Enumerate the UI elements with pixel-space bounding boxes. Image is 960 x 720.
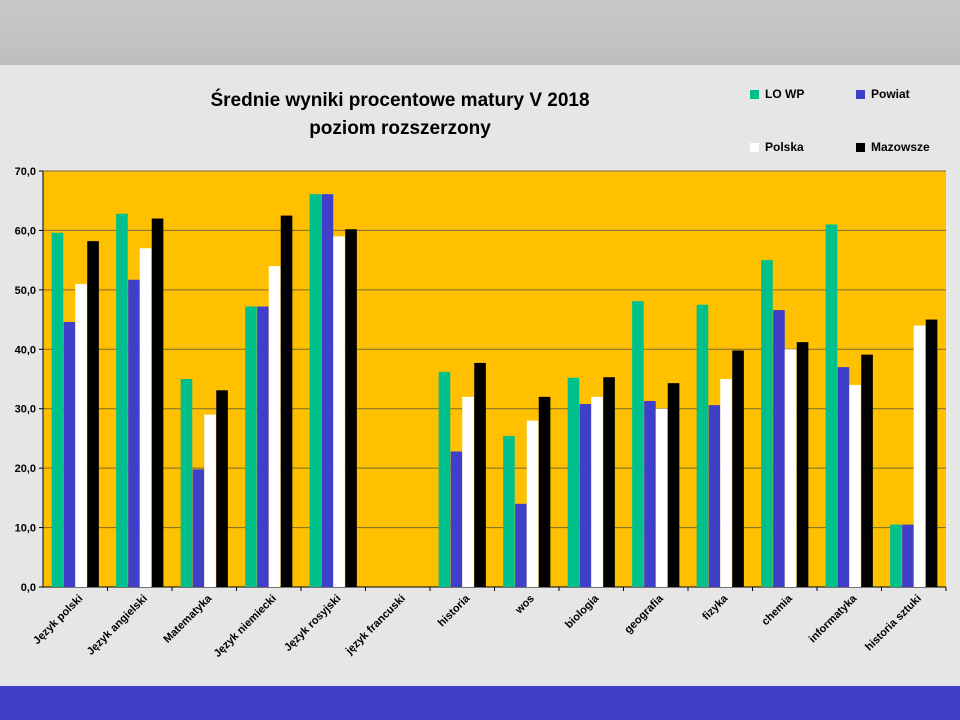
legend-swatch-powiat [856, 89, 865, 99]
bar-polska [204, 414, 216, 587]
plot-area [43, 171, 946, 587]
y-tick-label: 10,0 [15, 523, 36, 535]
bar-lo-wp [503, 436, 515, 587]
bar-lo-wp [309, 194, 322, 588]
legend-label-mazowsze: Mazowsze [871, 140, 930, 154]
bar-polska [913, 325, 926, 587]
bar-lo-wp [890, 524, 902, 587]
y-tick-label: 50,0 [15, 285, 36, 297]
bar-polska [655, 408, 668, 587]
bar-lo-wp [761, 260, 773, 587]
legend-item-powiat: Powiat [856, 87, 910, 101]
bar-powiat [450, 451, 463, 587]
bar-mazowsze [861, 354, 873, 587]
bar-mazowsze [151, 218, 164, 588]
legend-label-lo-wp: LO WP [765, 87, 805, 101]
bar-mazowsze [603, 377, 615, 587]
legend-swatch-polska [750, 142, 759, 152]
chart-subtitle: poziom rozszerzony [309, 118, 491, 139]
x-tick-label: fizyka [700, 592, 731, 623]
bar-mazowsze [280, 215, 293, 588]
bar-polska [849, 384, 861, 587]
legend-item-mazowsze: Mazowsze [856, 140, 930, 154]
bar-mazowsze [667, 383, 680, 587]
bar-mazowsze [925, 319, 938, 587]
bar-polska [268, 266, 281, 587]
x-tick-label: Język rosyjski [282, 593, 343, 654]
bar-mazowsze [345, 229, 357, 588]
bar-powiat [257, 306, 269, 587]
bar-powiat [321, 194, 334, 588]
x-tick-label: historia sztuki [863, 593, 924, 654]
bar-polska [526, 420, 539, 587]
bar-lo-wp [438, 371, 451, 587]
bar-mazowsze [732, 350, 744, 587]
slide-top-band [0, 0, 960, 65]
legend-label-polska: Polska [765, 140, 804, 154]
y-tick-label: 40,0 [15, 344, 36, 356]
bar-polska [784, 349, 797, 587]
x-tick-label: wos [513, 593, 537, 617]
x-tick-label: informatyka [807, 592, 860, 645]
y-tick-label: 0,0 [21, 582, 36, 594]
slide-bottom-band [0, 686, 960, 720]
legend-item-lo-wp: LO WP [750, 87, 804, 101]
bar-mazowsze [474, 362, 486, 587]
x-tick-label: historia [436, 592, 473, 629]
bar-powiat [837, 367, 850, 587]
bar-lo-wp [632, 301, 644, 587]
chart-title: Średnie wyniki procentowe matury V 2018 [210, 90, 590, 111]
legend-label-powiat: Powiat [871, 87, 910, 101]
x-tick-label: Język polski [31, 593, 85, 647]
bar-polska [139, 248, 152, 587]
bar-polska [720, 379, 732, 587]
legend-swatch-lo-wp [750, 89, 759, 99]
x-tick-label: język francuski [343, 593, 408, 658]
bar-polska [591, 396, 603, 587]
x-tick-label: Język angielski [85, 593, 150, 658]
bar-powiat [192, 469, 205, 587]
bar-mazowsze [538, 396, 551, 587]
bar-powiat [579, 403, 592, 587]
bar-powiat [128, 279, 140, 587]
legend-item-polska: Polska [750, 140, 804, 154]
bar-powiat [515, 503, 527, 587]
x-tick-label: Język niemiecki [212, 593, 279, 660]
bar-lo-wp [245, 306, 257, 587]
bar-powiat [773, 310, 785, 587]
bar-powiat [708, 405, 721, 587]
y-tick-label: 30,0 [15, 404, 36, 416]
x-tick-label: geografia [622, 592, 666, 636]
x-tick-label: Matematyka [161, 592, 215, 646]
bar-powiat [902, 524, 914, 587]
bar-powiat [644, 400, 656, 587]
y-tick-label: 20,0 [15, 463, 36, 475]
bar-powiat [63, 321, 76, 587]
x-tick-label: biologia [563, 592, 602, 631]
bar-mazowsze [796, 342, 809, 587]
y-tick-label: 70,0 [15, 166, 36, 178]
bar-polska [75, 283, 87, 587]
bar-lo-wp [567, 377, 580, 587]
y-tick-label: 60,0 [15, 225, 36, 237]
bar-lo-wp [180, 379, 193, 587]
x-tick-label: chemia [760, 592, 796, 628]
bar-lo-wp [696, 304, 709, 587]
bar-polska [333, 236, 345, 587]
bar-polska [462, 396, 474, 587]
bar-lo-wp [116, 213, 128, 587]
legend-swatch-mazowsze [856, 142, 865, 152]
bar-lo-wp [51, 232, 64, 587]
bar-mazowsze [216, 390, 228, 587]
bar-mazowsze [87, 241, 99, 587]
bar-lo-wp [825, 224, 838, 587]
